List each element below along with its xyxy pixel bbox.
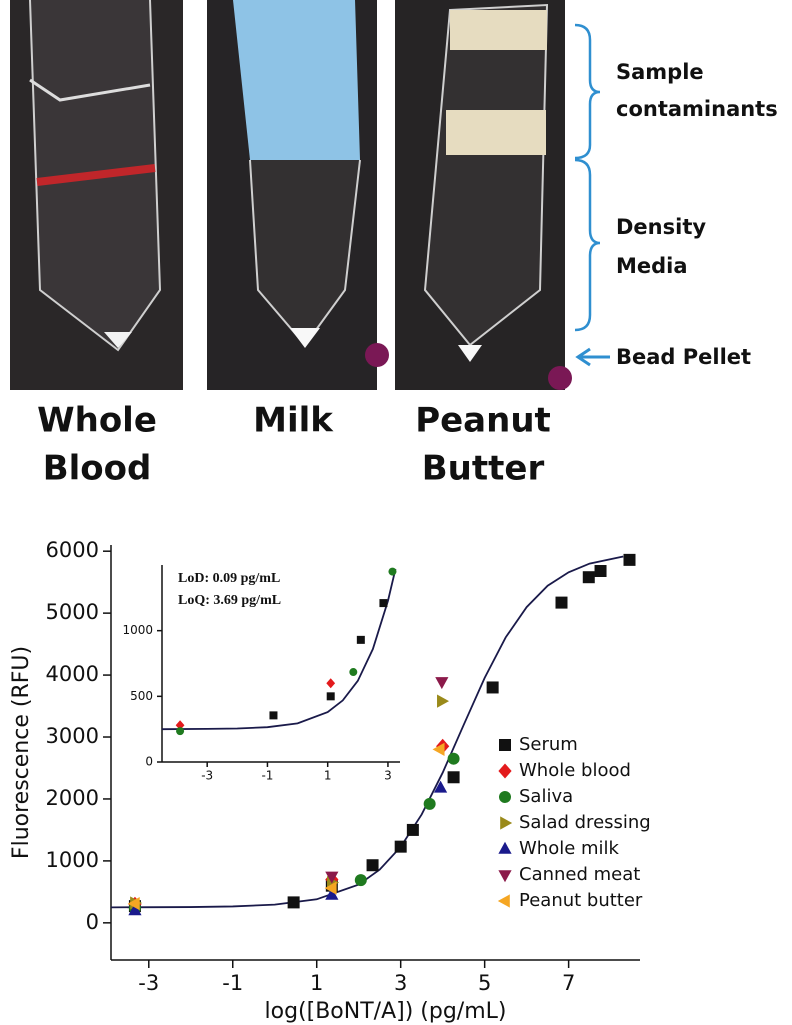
x-tick-label: 3 xyxy=(384,769,392,783)
fit-curve xyxy=(161,568,397,731)
annotation: Density xyxy=(616,215,706,239)
point xyxy=(594,565,607,578)
point xyxy=(437,694,450,708)
point xyxy=(379,599,388,608)
point xyxy=(287,896,300,909)
annotation: Sample xyxy=(616,60,704,84)
panel-label: Whole xyxy=(37,401,157,441)
point xyxy=(325,871,339,884)
point xyxy=(324,881,337,895)
point xyxy=(447,752,460,765)
annotation: Bead Pellet xyxy=(616,345,751,369)
point xyxy=(432,742,445,757)
legend-label: Peanut butter xyxy=(519,890,643,911)
x-tick-label: -1 xyxy=(222,971,243,995)
point xyxy=(582,571,595,584)
y-tick-label: 500 xyxy=(130,689,153,703)
legend-label: Saliva xyxy=(519,786,573,807)
point xyxy=(423,797,436,810)
annotation: LoD: 0.09 pg/mL xyxy=(178,571,280,586)
panel-label: Peanut xyxy=(415,401,551,441)
y-tick-label: 2000 xyxy=(46,786,99,810)
point xyxy=(433,780,448,793)
point xyxy=(356,635,365,644)
x-tick-label: -3 xyxy=(138,971,159,995)
y-tick-label: 0 xyxy=(86,910,99,934)
point xyxy=(623,553,636,566)
point xyxy=(435,677,449,690)
point xyxy=(326,692,335,701)
point xyxy=(354,874,367,887)
legend-label: Canned meat xyxy=(519,864,640,885)
x-tick-label: 5 xyxy=(478,971,491,995)
photo-whole-blood xyxy=(10,0,183,390)
y-tick-label: 6000 xyxy=(46,538,99,562)
legend-marker xyxy=(500,816,513,830)
point xyxy=(388,567,397,576)
annotation: contaminants xyxy=(616,97,778,121)
y-tick-label: 0 xyxy=(145,755,153,769)
x-tick-label: 1 xyxy=(310,971,323,995)
point xyxy=(366,859,379,872)
legend-label: Salad dressing xyxy=(519,812,651,833)
point xyxy=(406,823,419,836)
panel-label: Milk xyxy=(253,401,334,441)
point xyxy=(127,897,140,911)
point xyxy=(394,840,407,853)
point xyxy=(325,887,339,900)
annotation: Media xyxy=(616,254,688,278)
legend-label: Serum xyxy=(519,734,578,755)
legend-marker xyxy=(499,791,511,803)
x-axis-label: log([BoNT/A]) (pg/mL) xyxy=(265,999,507,1024)
y-tick-label: 5000 xyxy=(46,600,99,624)
point xyxy=(128,903,142,916)
y-tick-label: 1000 xyxy=(46,848,99,872)
y-axis-label: Fluorescence (RFU) xyxy=(9,646,34,859)
point xyxy=(447,771,460,784)
legend-label: Whole milk xyxy=(519,838,620,859)
point xyxy=(349,668,358,677)
x-tick-label: -1 xyxy=(261,769,273,783)
photo-milk xyxy=(207,0,389,390)
point xyxy=(326,678,336,689)
legend-marker xyxy=(497,894,510,908)
photo-peanut-butter xyxy=(395,0,572,390)
x-tick-label: -3 xyxy=(201,769,213,783)
annotation: LoQ: 3.69 pg/mL xyxy=(178,593,281,608)
brackets xyxy=(574,23,610,367)
x-tick-label: 1 xyxy=(324,769,332,783)
y-tick-label: 4000 xyxy=(46,662,99,686)
legend-marker xyxy=(498,870,512,883)
point xyxy=(176,727,185,736)
y-tick-label: 1000 xyxy=(122,623,153,637)
legend-marker xyxy=(498,763,512,779)
y-tick-label: 3000 xyxy=(46,724,99,748)
point xyxy=(175,720,185,731)
point xyxy=(555,596,568,609)
fit-curve xyxy=(110,555,624,909)
legend-marker xyxy=(499,739,511,751)
x-tick-label: 7 xyxy=(562,971,575,995)
point xyxy=(486,681,499,694)
panel-label: Butter xyxy=(422,449,545,489)
x-tick-label: 3 xyxy=(394,971,407,995)
panel-label: Blood xyxy=(43,449,152,489)
point xyxy=(269,711,278,720)
legend-marker xyxy=(498,841,512,854)
legend-label: Whole blood xyxy=(519,760,631,781)
